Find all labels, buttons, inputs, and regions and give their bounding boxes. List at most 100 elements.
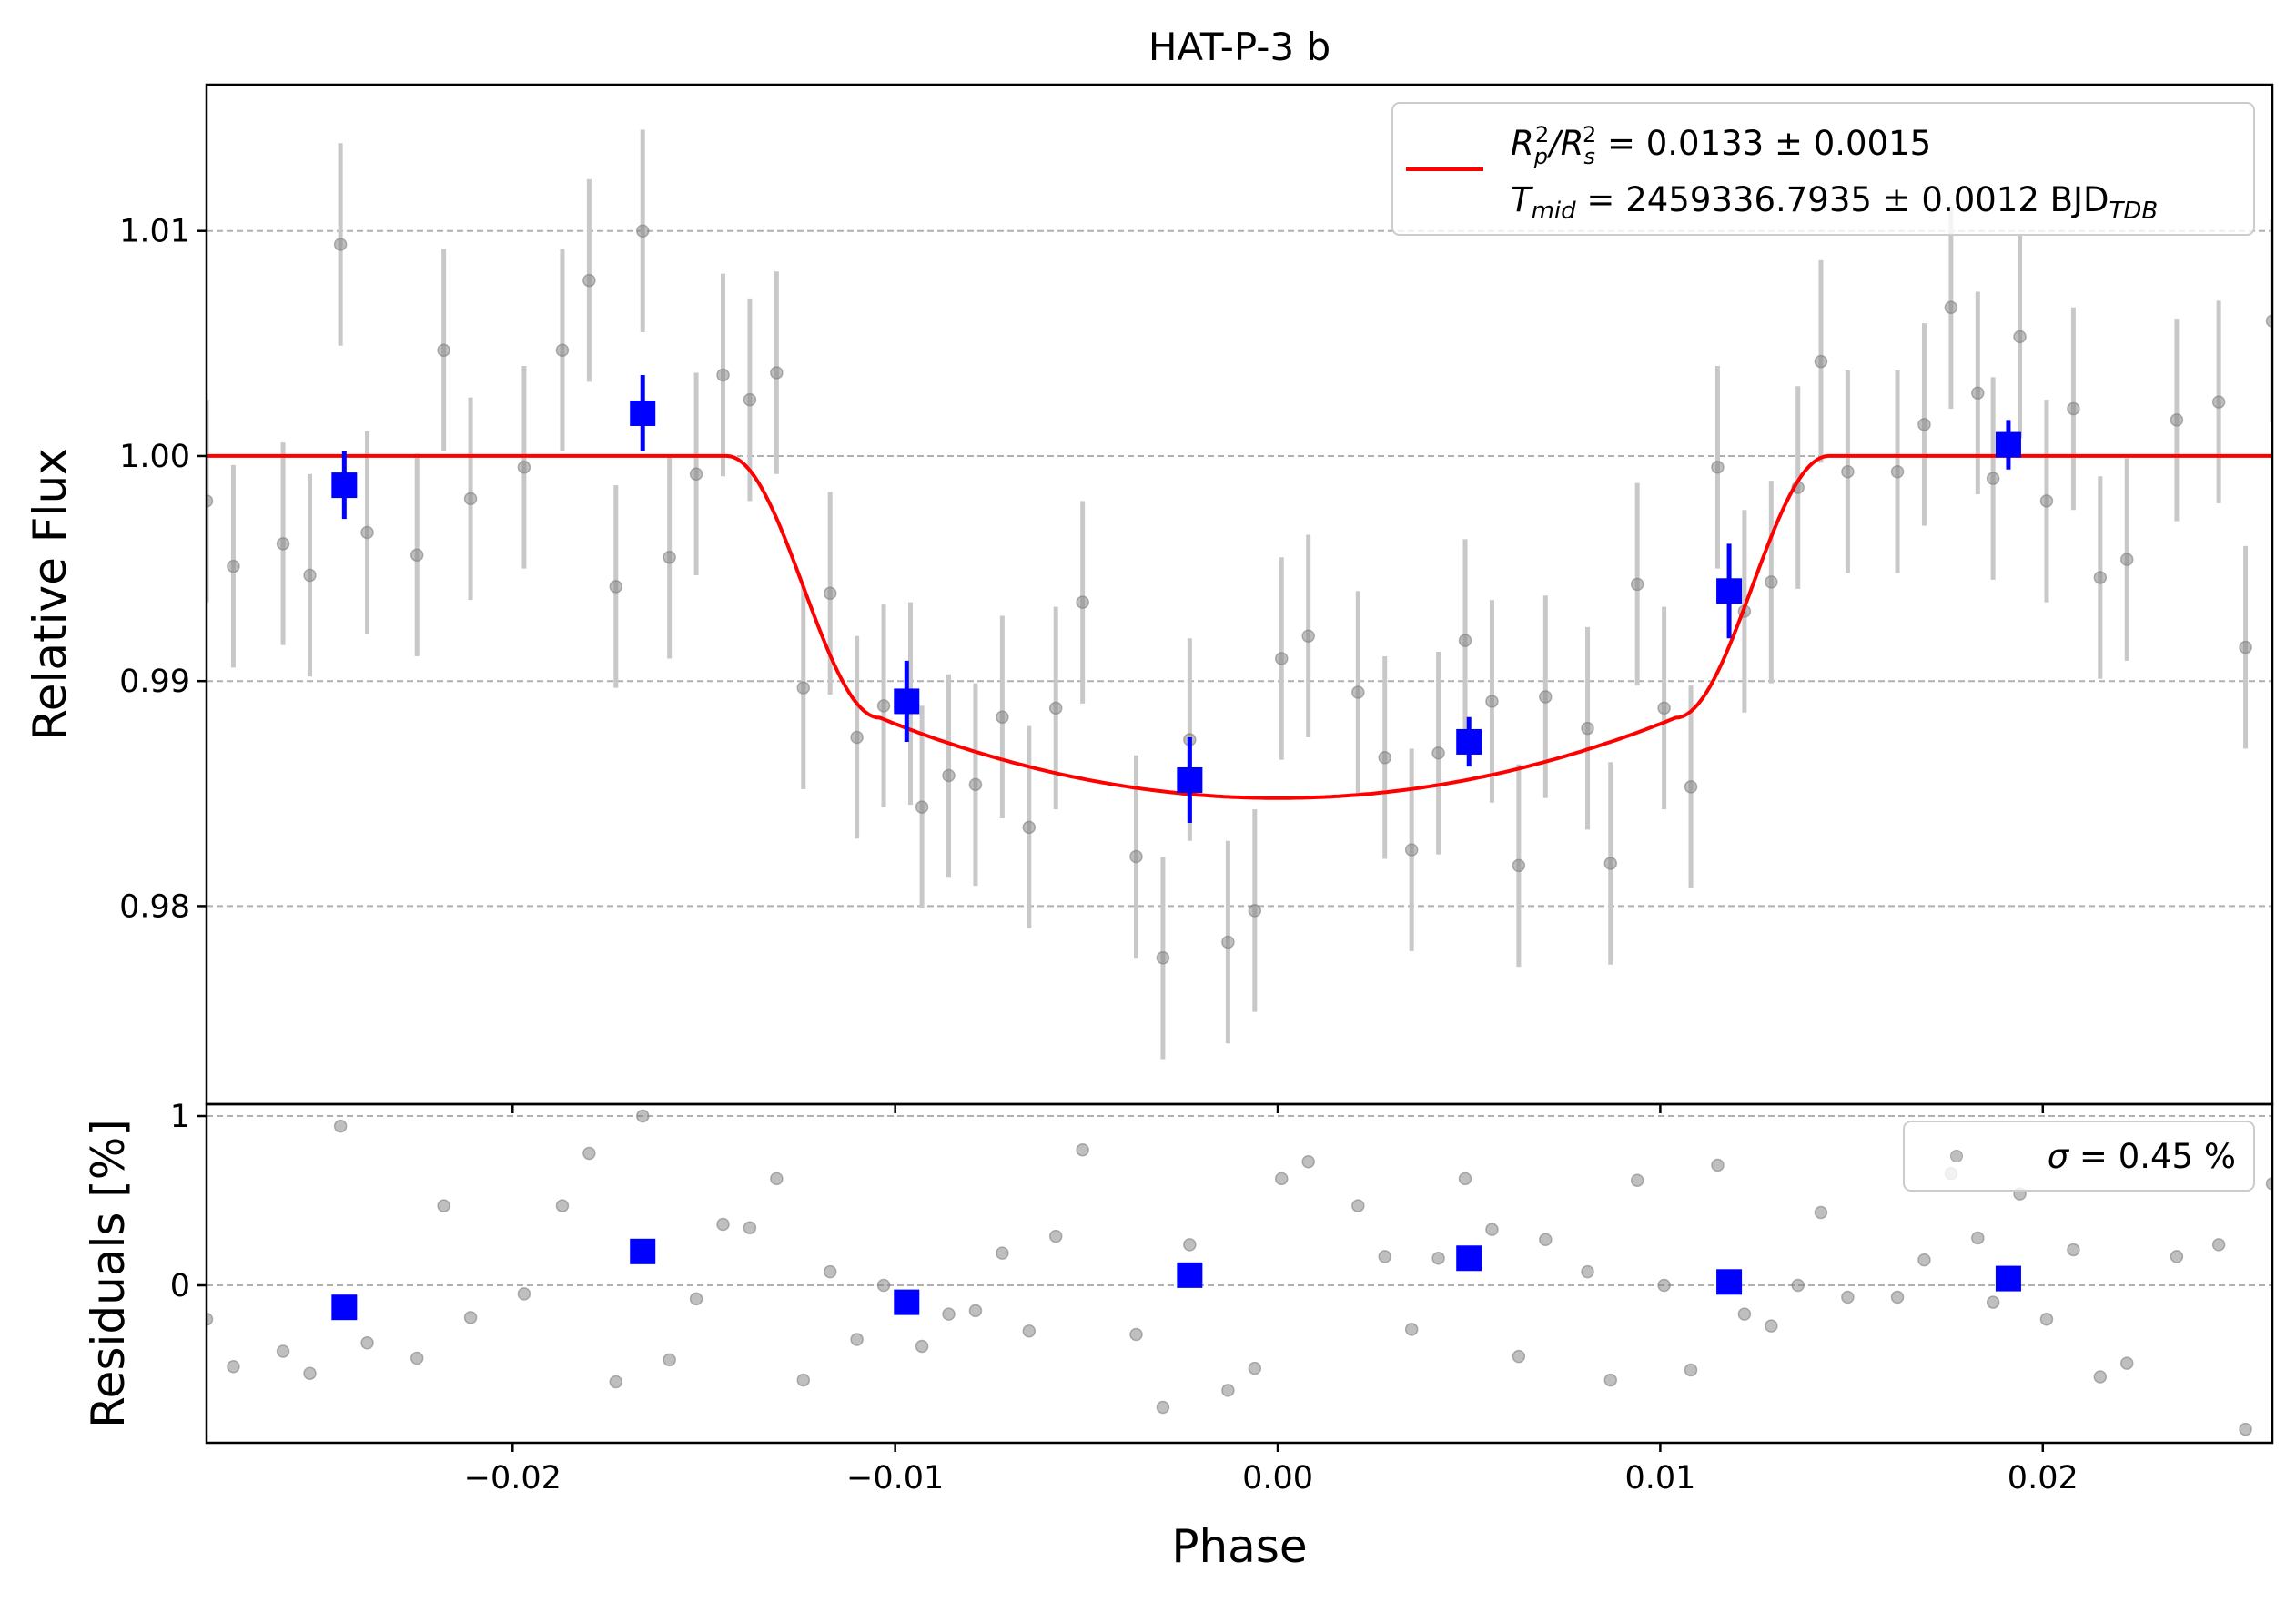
residuals-binned-point xyxy=(630,1238,656,1264)
flux-raw-point xyxy=(996,710,1009,724)
flux-binned-point xyxy=(1995,431,2021,458)
flux-raw-point xyxy=(968,777,983,792)
flux-raw-point xyxy=(1657,701,1671,715)
flux-raw-point xyxy=(2211,395,2226,409)
flux-raw-point xyxy=(1351,685,1365,699)
residuals-raw-point xyxy=(517,1287,531,1301)
flux-raw-point xyxy=(770,366,784,380)
residuals-binned-points xyxy=(331,1238,2021,1321)
flux-raw-point xyxy=(1431,746,1445,760)
residuals-raw-point xyxy=(2170,1250,2184,1263)
residuals-raw-point xyxy=(555,1199,570,1212)
residuals-raw-point xyxy=(1512,1349,1526,1364)
flux-binned-point xyxy=(894,688,920,715)
residuals-binned-point xyxy=(1177,1262,1203,1288)
flux-raw-point xyxy=(635,224,650,238)
flux-binned-points xyxy=(331,374,2021,823)
flux-raw-point xyxy=(2265,314,2272,328)
flux-raw-point xyxy=(609,580,623,594)
plot-title: HAT-P-3 b xyxy=(1148,25,1330,69)
residuals-raw-point xyxy=(1986,1295,2000,1309)
legend-raw-swatch xyxy=(1950,1150,1963,1162)
residuals-raw-point xyxy=(1603,1373,1618,1387)
flux-panel: 0.98 0.99 1.00 1.01 HAT-P-3 b Relative Flux… xyxy=(24,25,2274,1113)
flux-raw-point xyxy=(463,492,478,506)
flux-y-tick-label: 0.99 xyxy=(119,664,190,700)
residuals-raw-point xyxy=(2265,1177,2272,1191)
residuals-raw-point xyxy=(1248,1361,1262,1375)
residuals-raw-point xyxy=(1581,1264,1594,1279)
flux-raw-point xyxy=(2039,494,2054,508)
flux-binned-point xyxy=(1177,766,1203,793)
flux-raw-point xyxy=(303,568,317,583)
residuals-raw-point xyxy=(2093,1370,2108,1384)
flux-raw-point xyxy=(2170,413,2184,427)
flux-raw-point xyxy=(1301,629,1315,643)
flux-raw-point xyxy=(796,681,811,695)
flux-raw-point xyxy=(1378,750,1391,765)
residuals-x-ticks: −0.02 −0.01 0.00 0.01 0.02 xyxy=(464,1443,2079,1496)
residuals-raw-point xyxy=(996,1246,1009,1260)
residuals-binned-point xyxy=(1716,1269,1743,1295)
flux-binned-point xyxy=(331,472,358,499)
flux-y-axis-label: Relative Flux xyxy=(24,448,76,740)
flux-binned-point xyxy=(1716,578,1743,604)
residuals-raw-point xyxy=(1630,1173,1644,1187)
flux-raw-point xyxy=(1684,780,1698,794)
flux-raw-point xyxy=(1814,354,1828,369)
flux-raw-point xyxy=(437,343,450,357)
x-axis-label: Phase xyxy=(1171,1520,1307,1573)
residuals-raw-point xyxy=(1765,1319,1778,1333)
residuals-legend: σ = 0.45 % xyxy=(1903,1121,2255,1192)
flux-raw-point xyxy=(1944,300,1958,315)
residuals-raw-point xyxy=(942,1307,956,1321)
residuals-binned-point xyxy=(894,1289,920,1315)
flux-raw-point xyxy=(1221,935,1235,949)
residuals-raw-point xyxy=(276,1344,290,1358)
residuals-raw-point xyxy=(1022,1324,1037,1338)
flux-raw-point xyxy=(2013,330,2027,344)
residuals-raw-point xyxy=(876,1278,891,1293)
residuals-axes-frame xyxy=(205,1102,2274,1445)
residuals-raw-point xyxy=(1737,1307,1752,1321)
residuals-raw-point xyxy=(410,1351,424,1365)
residuals-raw-point xyxy=(360,1336,374,1350)
flux-raw-point xyxy=(276,537,290,551)
flux-y-tick-label: 1.00 xyxy=(119,439,190,475)
residuals-raw-point xyxy=(689,1292,703,1306)
residuals-raw-point xyxy=(2239,1422,2252,1436)
x-tick-label: 0.02 xyxy=(2008,1460,2079,1496)
residuals-raw-point xyxy=(2067,1243,2080,1257)
residuals-y-axis-label: Residuals [%] xyxy=(82,1119,135,1428)
flux-raw-point xyxy=(1048,701,1063,715)
residuals-raw-point xyxy=(303,1366,317,1380)
x-tick-label: 0.00 xyxy=(1242,1460,1313,1496)
residuals-y-ticks: 01 xyxy=(170,1099,207,1304)
flux-raw-point xyxy=(1076,595,1089,609)
flux-raw-point xyxy=(942,768,956,783)
residuals-raw-point xyxy=(1431,1252,1445,1265)
residuals-raw-point xyxy=(437,1199,450,1212)
flux-legend-box xyxy=(1391,102,2255,236)
flux-raw-point xyxy=(227,559,240,573)
flux-raw-point xyxy=(1485,695,1499,708)
flux-raw-point xyxy=(689,467,703,481)
flux-y-tick-label: 1.01 xyxy=(119,214,190,250)
flux-raw-point xyxy=(1022,820,1037,835)
residuals-raw-point xyxy=(716,1217,730,1232)
flux-raw-points xyxy=(207,129,2272,1060)
residuals-raw-point xyxy=(1458,1172,1472,1186)
flux-raw-point xyxy=(410,548,424,562)
flux-x-ticks xyxy=(511,1104,2045,1113)
flux-y-tick-label: 0.98 xyxy=(119,888,190,925)
residuals-raw-point xyxy=(2120,1356,2134,1370)
residuals-raw-point xyxy=(1301,1154,1315,1169)
flux-raw-point xyxy=(1765,575,1778,589)
flux-raw-point xyxy=(1156,951,1170,965)
residuals-panel: 01 −0.02 −0.01 0.00 0.01 0.02 Residuals [%] … xyxy=(82,1099,2274,1573)
flux-raw-point xyxy=(1129,849,1143,864)
residuals-raw-point xyxy=(915,1339,929,1354)
flux-raw-point xyxy=(1986,472,2000,485)
residuals-raw-point xyxy=(850,1333,864,1346)
flux-raw-point xyxy=(582,273,596,288)
